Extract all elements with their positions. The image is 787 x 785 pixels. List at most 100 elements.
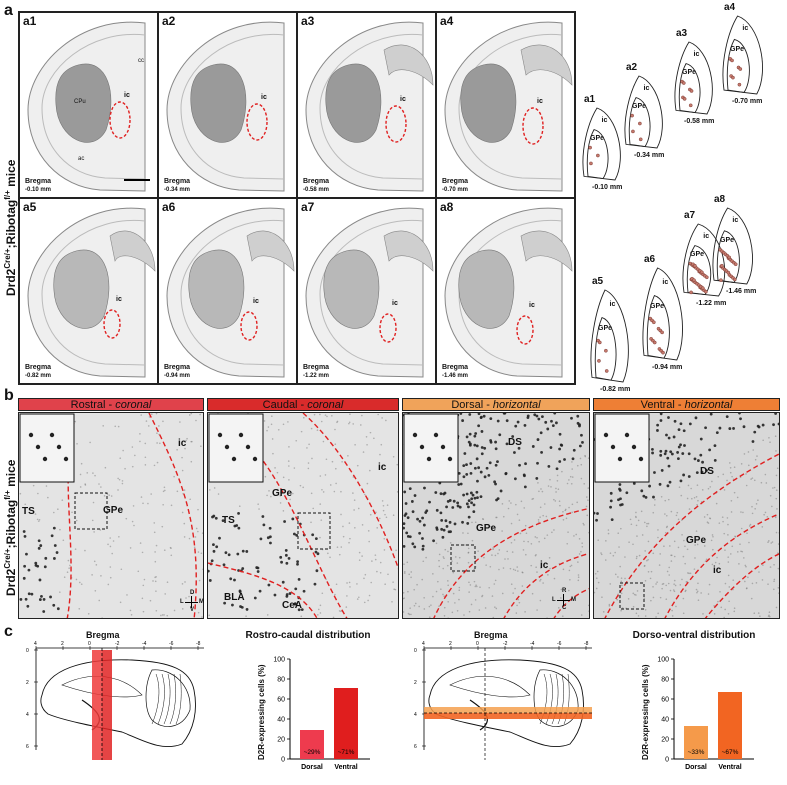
slice-mm: -0.94 mm: [164, 373, 191, 379]
region-label-ds: DS: [508, 437, 522, 448]
ap-tick: 4: [422, 641, 425, 647]
bregma-label-left: Bregma: [86, 630, 120, 640]
chart1-ylabel: D2R-expressing cells (%): [257, 664, 266, 760]
region-label-gpe: GPe: [103, 505, 124, 516]
compass-letter: L: [552, 597, 556, 603]
panel-a-label: a: [4, 2, 13, 19]
slice-ic-label: ic: [261, 94, 267, 101]
dv-tick: 4: [26, 712, 29, 718]
schematic-ic: ic: [609, 301, 616, 309]
chart2-ylabel: D2R-expressing cells (%): [641, 664, 650, 760]
schematic-gpe: GPe: [590, 135, 605, 143]
category-label: Dorsal: [685, 764, 707, 771]
ap-tick: -8: [196, 641, 201, 647]
y-tick-label: 60: [661, 697, 669, 704]
micrograph-image: [594, 413, 779, 618]
schematic-mm: -0.70 mm: [732, 98, 763, 105]
brain-slice-image: [444, 21, 573, 192]
slice-bregma: Bregma: [442, 364, 469, 371]
slice-ic-label: ic: [253, 298, 259, 305]
slice-ic-label: ic: [400, 96, 406, 103]
bar: [334, 688, 358, 759]
panel-b-header: Rostral - coronal: [18, 398, 204, 411]
slice-id: a4: [440, 14, 454, 28]
panel-b-header: Dorsal - horizontal: [402, 398, 590, 411]
brain-slice-image: [305, 207, 434, 378]
scale-bar: [124, 179, 150, 181]
region-label-gpe: GPe: [476, 523, 497, 534]
micrograph-panel: [593, 412, 780, 619]
dv-tick: 0: [26, 648, 29, 654]
brain-slice: a5 Bregma -0.82 mm ic: [20, 199, 157, 383]
panel-c-label: c: [4, 623, 13, 640]
sagittal-rostrocaudal: 4 2 0 -2 -4 -6 -8 0 2 4 6: [26, 641, 204, 760]
ap-tick: -2: [503, 641, 508, 647]
panel-b-header: Caudal - coronal: [207, 398, 399, 411]
compass-letter: D: [190, 590, 195, 596]
schematic-id: a5: [592, 276, 604, 287]
schematic-id: a1: [584, 94, 596, 105]
y-tick-label: 0: [665, 757, 669, 764]
slice-bregma: Bregma: [25, 364, 52, 371]
header-italic: horizontal: [684, 399, 733, 411]
dv-tick: 2: [26, 680, 29, 686]
panel-b-header: Ventral - horizontal: [593, 398, 780, 411]
slice-bregma: Bregma: [25, 178, 52, 185]
header-text: Dorsal -: [451, 399, 493, 411]
slice-bregma: Bregma: [164, 178, 191, 185]
ap-tick: 0: [88, 641, 91, 647]
ap-tick: -6: [557, 641, 562, 647]
y-tick-label: 20: [661, 737, 669, 744]
region-label-gpe: GPe: [686, 535, 707, 546]
cc-label: cc: [138, 58, 144, 64]
gpe-schematic: [674, 41, 713, 115]
slice-bregma: Bregma: [303, 364, 330, 371]
schematic-id: a8: [714, 194, 726, 205]
micrograph-image: [403, 413, 589, 618]
slice-mm: -0.58 mm: [303, 187, 330, 193]
slice-mm: -1.22 mm: [303, 373, 330, 379]
gpe-schematic: [582, 107, 621, 181]
schematic-ic: ic: [732, 217, 739, 225]
y-tick-label: 40: [661, 717, 669, 724]
schematic-mm: -1.22 mm: [696, 300, 727, 307]
brain-slice: a3 Bregma -0.58 mm ic: [298, 13, 435, 197]
schematic-mm: -0.94 mm: [652, 364, 683, 371]
brain-slice-image: [305, 21, 434, 192]
micrograph-image: [19, 413, 203, 618]
y-tick-label: 40: [277, 717, 285, 724]
schematic-ic: ic: [601, 116, 608, 124]
chart-dorsoventral: 0 20 40 60 80 100 ~33% Dorsal ~67% Ventral: [657, 657, 754, 771]
slice-mm: -0.82 mm: [25, 373, 52, 379]
y-tick-label: 100: [273, 657, 285, 664]
slice-mm: -0.34 mm: [164, 187, 191, 193]
schematic-gpe: GPe: [720, 236, 735, 244]
dv-tick: 4: [414, 712, 417, 718]
ap-tick: 2: [449, 641, 452, 647]
dv-tick: 6: [414, 744, 417, 750]
slice-id: a2: [162, 14, 176, 28]
region-label-gpe: GPe: [272, 488, 293, 499]
schematic-gpe: GPe: [650, 302, 665, 310]
schematic-ic: ic: [662, 279, 669, 287]
header-italic: coronal: [307, 399, 344, 411]
y-tick-label: 0: [281, 757, 285, 764]
compass-letter: R: [562, 588, 567, 594]
gpe-schematic: [642, 267, 683, 361]
micrograph-panel: [18, 412, 204, 619]
bar: [300, 730, 324, 759]
brain-slice-image: [27, 207, 156, 378]
region-label-ic: ic: [178, 438, 187, 449]
schematic-mm: -0.58 mm: [684, 118, 715, 125]
header-italic: horizontal: [492, 399, 541, 411]
slice-id: a6: [162, 200, 176, 214]
region-label-cea: CeA: [282, 600, 303, 611]
schematic-id: a7: [684, 210, 696, 221]
y-tick-label: 20: [277, 737, 285, 744]
slice-id: a7: [301, 200, 315, 214]
schematic-ic: ic: [693, 50, 700, 58]
micrograph-image: [208, 413, 398, 618]
schematic-mm: -0.34 mm: [634, 152, 665, 159]
schematic-ic: ic: [742, 25, 749, 33]
region-label-ic: ic: [713, 565, 722, 576]
